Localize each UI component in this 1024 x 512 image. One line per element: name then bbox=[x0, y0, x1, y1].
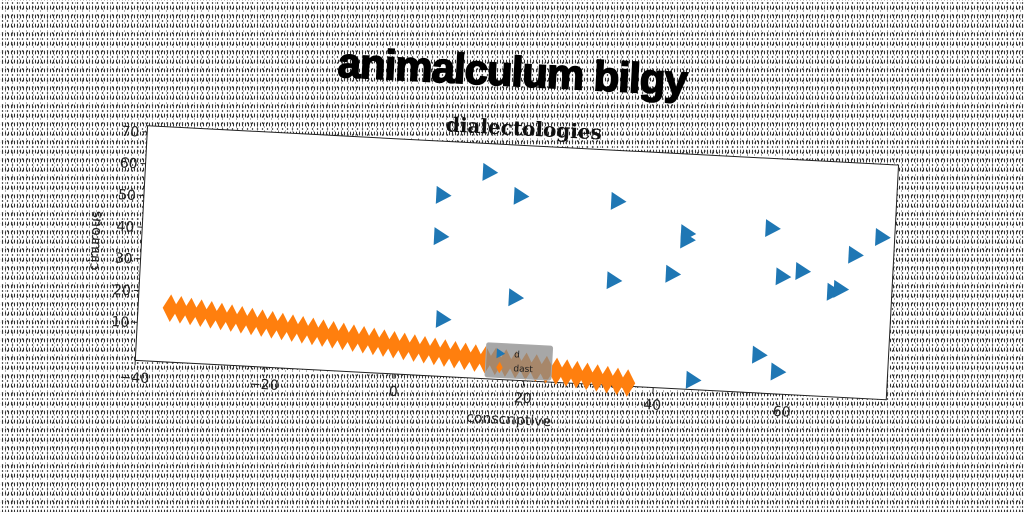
data-point-dast-45 bbox=[619, 369, 636, 397]
data-point-dast-14 bbox=[304, 317, 321, 346]
y-tick-label-0: 10 bbox=[111, 314, 130, 331]
x-axis-label: conscriptive bbox=[466, 410, 552, 430]
data-point-dast-6 bbox=[223, 304, 240, 332]
data-point-d-9 bbox=[848, 245, 864, 264]
data-point-d-6 bbox=[680, 230, 696, 249]
x-tick-label-5: 60 bbox=[772, 404, 791, 421]
y-tick-label-1: 20 bbox=[113, 282, 132, 299]
data-point-d-17 bbox=[435, 309, 452, 328]
data-point-dast-5 bbox=[213, 302, 230, 331]
data-point-d-16 bbox=[508, 288, 525, 307]
data-point-dast-0 bbox=[162, 294, 179, 322]
data-point-dast-42 bbox=[589, 364, 605, 392]
data-point-dast-7 bbox=[233, 306, 250, 334]
x-tick-label-2: 0 bbox=[388, 384, 398, 400]
data-point-dast-11 bbox=[274, 312, 290, 341]
data-point-d-7 bbox=[765, 219, 781, 238]
legend-marker-d bbox=[496, 348, 506, 359]
data-point-dast-2 bbox=[182, 297, 199, 326]
data-point-dast-24 bbox=[406, 334, 422, 362]
data-point-d-2 bbox=[513, 186, 530, 205]
y-tick-label-4: 50 bbox=[118, 187, 137, 204]
data-point-dast-21 bbox=[375, 329, 392, 357]
data-point-d-18 bbox=[752, 345, 768, 364]
data-point-dast-10 bbox=[264, 311, 280, 339]
legend-label-dast: dast bbox=[513, 364, 533, 375]
data-point-dast-22 bbox=[386, 330, 402, 359]
legend: d dast bbox=[484, 342, 554, 381]
data-point-d-12 bbox=[795, 262, 812, 280]
y-axis-label: cinurous bbox=[86, 211, 105, 271]
data-point-dast-8 bbox=[243, 307, 260, 336]
data-point-dast-38 bbox=[548, 357, 565, 386]
data-point-d-1 bbox=[482, 162, 499, 181]
data-point-d-13 bbox=[606, 271, 623, 290]
data-point-dast-44 bbox=[609, 367, 626, 396]
data-point-dast-43 bbox=[599, 365, 615, 394]
data-point-dast-17 bbox=[335, 322, 351, 351]
data-point-d-20 bbox=[685, 370, 702, 389]
data-point-dast-39 bbox=[558, 359, 575, 387]
data-point-dast-16 bbox=[325, 321, 341, 349]
data-point-dast-4 bbox=[203, 301, 219, 329]
data-point-d-10 bbox=[665, 264, 682, 283]
data-point-dast-1 bbox=[172, 296, 189, 324]
data-point-dast-29 bbox=[457, 342, 473, 371]
y-tick-label-2: 30 bbox=[114, 251, 133, 268]
axis-ticks: −40 −20 0 20 40 60 10 20 30 40 50 60 70 bbox=[111, 124, 791, 421]
data-point-dast-15 bbox=[315, 319, 331, 347]
data-point-dast-25 bbox=[416, 335, 433, 364]
chart-title: dialectologies bbox=[445, 112, 602, 144]
data-point-dast-13 bbox=[294, 316, 311, 344]
data-point-dast-27 bbox=[436, 339, 453, 367]
x-tick-label-3: 20 bbox=[513, 390, 532, 407]
data-point-dast-3 bbox=[193, 299, 209, 327]
x-tick-label-0: −40 bbox=[119, 370, 149, 388]
data-point-dast-18 bbox=[345, 324, 362, 352]
data-point-dast-9 bbox=[254, 309, 270, 337]
legend-box bbox=[484, 342, 554, 381]
x-tick-label-1: −20 bbox=[249, 376, 279, 394]
y-tick-label-6: 70 bbox=[121, 124, 140, 141]
data-point-d-8 bbox=[875, 228, 891, 246]
legend-label-d: d bbox=[514, 350, 520, 360]
data-point-d-0 bbox=[435, 185, 452, 204]
data-point-dast-30 bbox=[467, 344, 483, 372]
legend-marker-dast bbox=[496, 361, 503, 374]
data-point-dast-41 bbox=[579, 362, 595, 391]
data-point-d-4 bbox=[433, 227, 450, 246]
data-point-d-11 bbox=[775, 267, 792, 286]
y-tick-label-5: 60 bbox=[119, 155, 138, 172]
data-point-dast-26 bbox=[426, 337, 443, 366]
y-tick-label-3: 40 bbox=[116, 219, 135, 236]
data-point-d-19 bbox=[770, 362, 787, 381]
x-tick-label-4: 40 bbox=[643, 397, 662, 414]
data-point-dast-20 bbox=[365, 327, 382, 356]
data-point-dast-28 bbox=[447, 340, 463, 369]
data-point-dast-19 bbox=[355, 325, 372, 354]
data-point-dast-12 bbox=[284, 314, 301, 342]
data-point-dast-23 bbox=[396, 332, 412, 361]
data-point-dast-40 bbox=[568, 360, 585, 389]
data-point-d-3 bbox=[610, 191, 627, 210]
data-point-d-15 bbox=[833, 279, 850, 298]
